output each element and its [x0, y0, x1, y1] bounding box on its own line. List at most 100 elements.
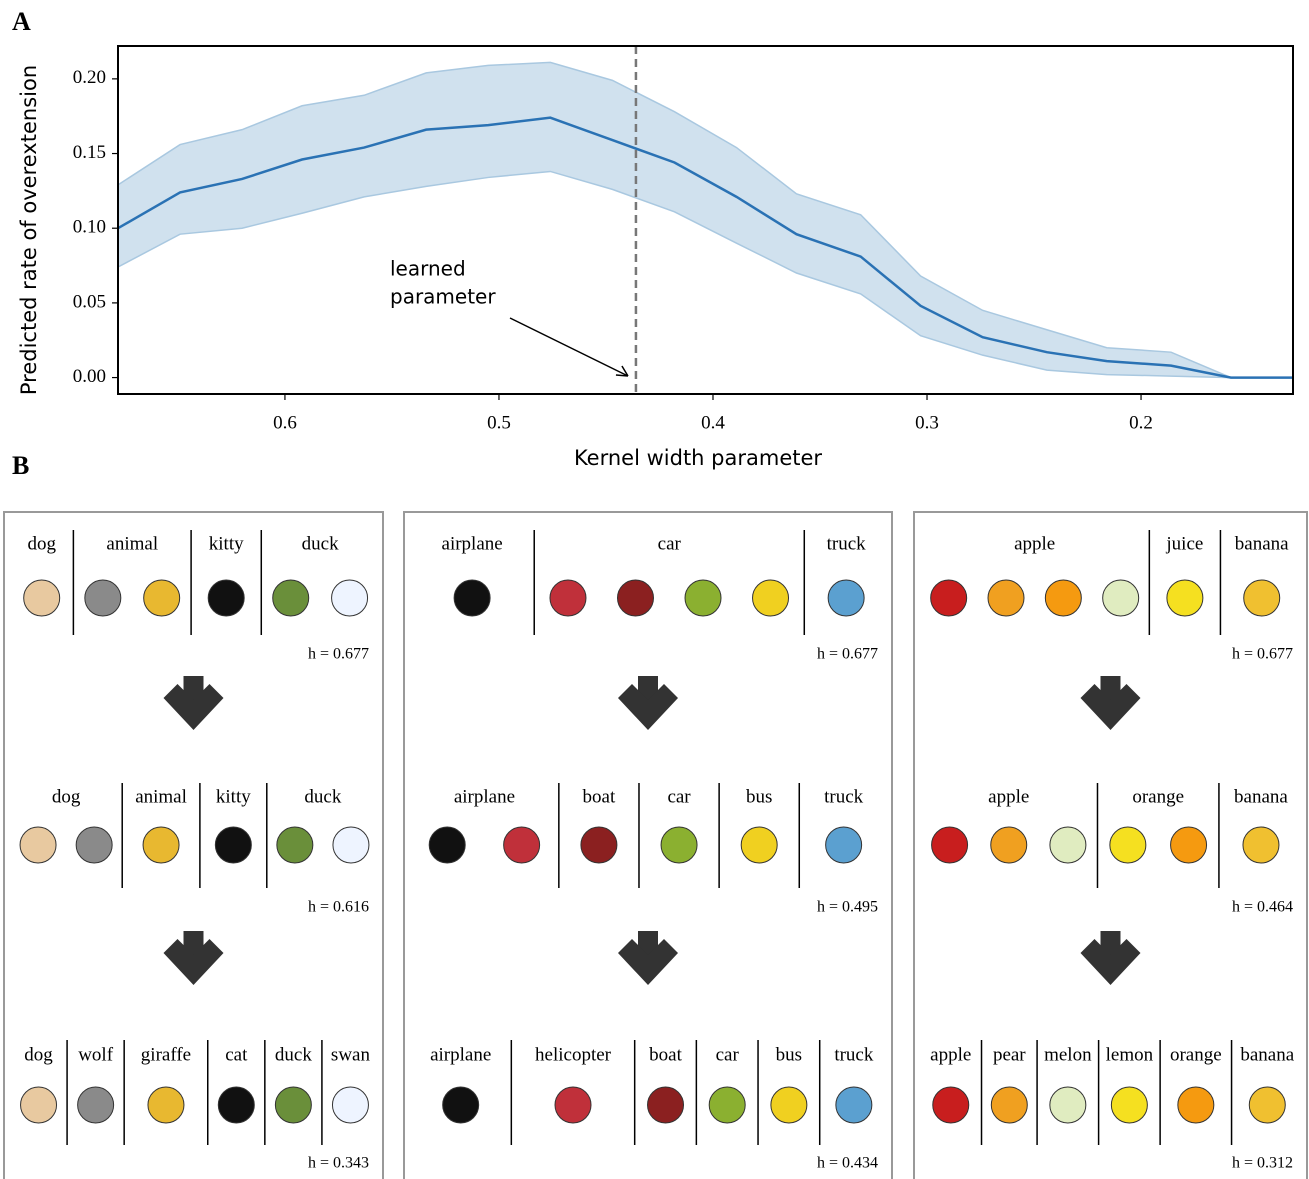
category-label: apple: [988, 786, 1029, 807]
h-value: h = 0.434: [817, 1155, 878, 1172]
category-label: kitty: [216, 786, 251, 807]
category-label: banana: [1235, 533, 1289, 554]
category-label: animal: [106, 533, 158, 554]
category-label: wolf: [78, 1044, 114, 1065]
x-tick-label: 0.2: [1129, 412, 1153, 433]
icon: [1249, 1087, 1285, 1123]
icon: [24, 580, 60, 616]
x-tick-label: 0.4: [701, 412, 725, 433]
y-tick-label: 0.10: [73, 217, 106, 238]
panel-frame: [4, 512, 383, 1179]
category-label: boat: [583, 786, 616, 807]
h-value: h = 0.343: [308, 1155, 369, 1172]
category-label: boat: [649, 1044, 682, 1065]
category-label: giraffe: [141, 1044, 191, 1065]
panel-label: B: [12, 451, 29, 480]
icon: [1244, 580, 1280, 616]
h-value: h = 0.677: [817, 646, 878, 663]
annotation: learned: [390, 257, 466, 281]
icon: [275, 1087, 311, 1123]
category-label: apple: [1014, 533, 1055, 554]
icon: [753, 580, 789, 616]
y-tick-label: 0.00: [73, 366, 106, 387]
category-label: swan: [331, 1044, 371, 1065]
icon: [85, 580, 121, 616]
category-label: apple: [930, 1044, 971, 1065]
icon: [771, 1087, 807, 1123]
icon: [931, 580, 967, 616]
annotation: parameter: [390, 285, 496, 309]
category-label: orange: [1170, 1044, 1222, 1065]
icon: [555, 1087, 591, 1123]
h-value: h = 0.464: [1232, 899, 1293, 916]
category-label: lemon: [1106, 1044, 1154, 1065]
icon: [991, 1087, 1027, 1123]
category-label: car: [658, 533, 682, 554]
icon: [1110, 827, 1146, 863]
icon: [1050, 827, 1086, 863]
category-label: cat: [225, 1044, 248, 1065]
h-value: h = 0.677: [308, 646, 369, 663]
icon: [1103, 580, 1139, 616]
icon: [828, 580, 864, 616]
icon: [1050, 1087, 1086, 1123]
icon: [208, 580, 244, 616]
category-label: banana: [1240, 1044, 1294, 1065]
panel-label: A: [12, 7, 31, 36]
y-tick-label: 0.20: [73, 67, 106, 88]
icon: [143, 827, 179, 863]
category-label: airplane: [454, 786, 515, 807]
icon: [933, 1087, 969, 1123]
icon: [1045, 580, 1081, 616]
icon: [144, 580, 180, 616]
icon: [20, 827, 56, 863]
icon: [21, 1087, 57, 1123]
category-label: bus: [746, 786, 772, 807]
icon: [332, 580, 368, 616]
category-label: car: [716, 1044, 740, 1065]
x-tick-label: 0.6: [273, 412, 297, 433]
category-label: truck: [827, 533, 867, 554]
h-value: h = 0.616: [308, 899, 369, 916]
category-label: airplane: [442, 533, 503, 554]
icon: [429, 827, 465, 863]
icon: [826, 827, 862, 863]
x-tick-label: 0.3: [915, 412, 939, 433]
confidence-band: [118, 62, 1293, 377]
icon: [215, 827, 251, 863]
y-axis-label: Predicted rate of overextension: [17, 65, 41, 395]
category-label: dog: [27, 533, 56, 554]
x-axis-label: Kernel width parameter: [574, 446, 822, 470]
h-value: h = 0.312: [1232, 1155, 1293, 1172]
icon: [148, 1087, 184, 1123]
category-label: duck: [304, 786, 341, 807]
category-label: orange: [1132, 786, 1184, 807]
icon: [1171, 827, 1207, 863]
y-tick-label: 0.05: [73, 291, 106, 312]
category-label: helicopter: [535, 1044, 612, 1065]
icon: [76, 827, 112, 863]
h-value: h = 0.677: [1232, 646, 1293, 663]
icon: [988, 580, 1024, 616]
icon: [1243, 827, 1279, 863]
icon: [78, 1087, 114, 1123]
icon: [1167, 580, 1203, 616]
h-value: h = 0.495: [817, 899, 878, 916]
category-label: juice: [1165, 533, 1203, 554]
icon: [685, 580, 721, 616]
category-label: dog: [24, 1044, 53, 1065]
icon: [273, 580, 309, 616]
annotation-arrow: [510, 318, 628, 376]
category-label: truck: [834, 1044, 874, 1065]
category-label: dog: [52, 786, 81, 807]
category-label: kitty: [209, 533, 244, 554]
icon: [218, 1087, 254, 1123]
icon: [836, 1087, 872, 1123]
icon: [504, 827, 540, 863]
category-label: duck: [275, 1044, 312, 1065]
icon: [709, 1087, 745, 1123]
category-label: bus: [776, 1044, 802, 1065]
icon: [932, 827, 968, 863]
category-label: duck: [302, 533, 339, 554]
icon: [454, 580, 490, 616]
